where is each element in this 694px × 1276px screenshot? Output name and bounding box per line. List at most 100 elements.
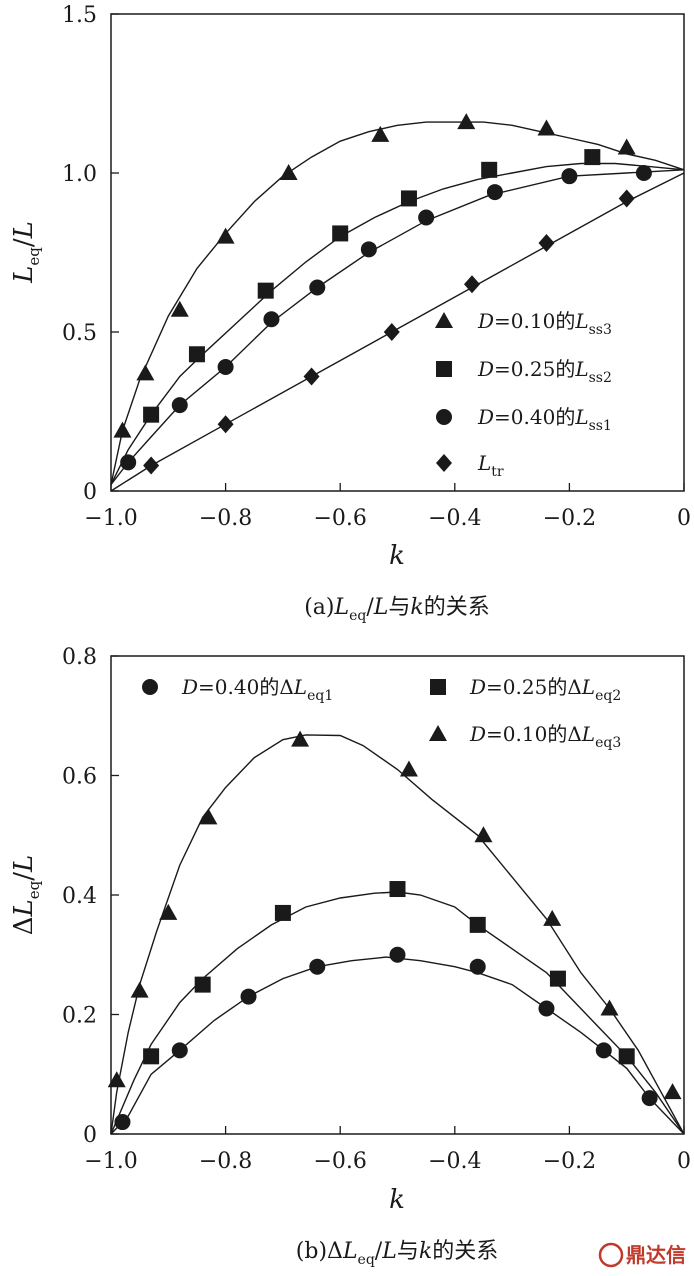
data-point-circle-4 bbox=[389, 946, 406, 963]
watermark-text: 鼎达信 bbox=[626, 1243, 686, 1267]
x-tick-label: −1.0 bbox=[84, 506, 137, 531]
data-point-triangle-1 bbox=[130, 981, 149, 998]
data-point-triangle-7 bbox=[537, 119, 556, 136]
y-tick-label: 0 bbox=[83, 1123, 97, 1148]
series-curves-a bbox=[110, 121, 685, 492]
y-axis-label-b: ΔLeq/L bbox=[9, 855, 43, 936]
data-point-square-2 bbox=[274, 904, 291, 921]
data-point-square-2 bbox=[257, 282, 274, 299]
legend-b: D=0.40的ΔLeq1 D=0.25的ΔLeq2 D=0.10的ΔLeq3 bbox=[142, 675, 621, 751]
data-point-square-0 bbox=[143, 1048, 160, 1065]
legend-label: D=0.25的ΔLeq2 bbox=[469, 675, 621, 704]
legend-label: D=0.40的ΔLeq1 bbox=[181, 675, 333, 704]
legend-marker-circle bbox=[142, 679, 158, 695]
data-point-diamond-4 bbox=[463, 275, 480, 294]
y-tick-label: 0 bbox=[83, 480, 97, 505]
legend-marker-triangle bbox=[435, 312, 453, 328]
data-point-diamond-0 bbox=[143, 456, 160, 475]
data-point-diamond-1 bbox=[217, 415, 234, 434]
plot-frame-a bbox=[110, 13, 685, 492]
x-tick-label: −0.2 bbox=[543, 1149, 596, 1174]
axis-ticks-a: −1.0 −0.8 −0.6 −0.4 −0.2 0 0 0.5 1.0 1.5 bbox=[62, 3, 691, 531]
series-markers-b bbox=[107, 730, 682, 1131]
data-point-square-6 bbox=[618, 1048, 635, 1065]
y-tick-label: 1.0 bbox=[62, 162, 97, 187]
legend-label: D=0.10的ΔLeq3 bbox=[469, 722, 621, 751]
data-point-square-3 bbox=[389, 881, 406, 898]
legend-label: D=0.10的Lss3 bbox=[477, 309, 612, 338]
y-tick-label: 1.5 bbox=[62, 3, 97, 28]
data-point-circle-6 bbox=[418, 209, 435, 226]
data-point-triangle-3 bbox=[216, 227, 235, 244]
x-tick-label: −0.6 bbox=[313, 506, 366, 531]
series-curves-b bbox=[110, 734, 685, 1135]
data-point-triangle-5 bbox=[399, 760, 418, 777]
series-markers-a bbox=[113, 113, 652, 475]
data-point-triangle-1 bbox=[136, 364, 155, 381]
y-tick-label: 0.5 bbox=[62, 321, 97, 346]
legend-marker-diamond bbox=[436, 454, 452, 472]
data-point-triangle-2 bbox=[170, 300, 189, 317]
data-point-diamond-6 bbox=[618, 189, 635, 208]
data-point-circle-0 bbox=[120, 454, 137, 471]
data-point-circle-8 bbox=[641, 1090, 658, 1107]
x-tick-label: −1.0 bbox=[84, 1149, 137, 1174]
series-line-1 bbox=[110, 891, 685, 1135]
data-point-circle-7 bbox=[595, 1042, 612, 1059]
axis-ticks-b: −1.0 −0.8 −0.6 −0.4 −0.2 0 0 0.2 0.4 0.6 0.8 bbox=[62, 645, 691, 1174]
y-tick-label: 0.8 bbox=[62, 645, 97, 670]
data-point-circle-6 bbox=[538, 1000, 555, 1017]
legend-a: D=0.10的Lss3 D=0.25的Lss2 D=0.40的Lss1 Ltr bbox=[435, 309, 612, 480]
data-point-triangle-8 bbox=[617, 138, 636, 155]
legend-marker-circle bbox=[436, 409, 452, 425]
data-point-triangle-0 bbox=[113, 421, 132, 438]
data-point-triangle-6 bbox=[474, 826, 493, 843]
y-tick-label: 0.6 bbox=[62, 765, 97, 790]
data-point-square-4 bbox=[469, 916, 486, 933]
data-point-circle-9 bbox=[635, 165, 652, 181]
data-point-square-5 bbox=[481, 161, 498, 178]
data-point-triangle-5 bbox=[371, 125, 390, 142]
data-point-triangle-4 bbox=[291, 730, 310, 747]
data-point-circle-3 bbox=[309, 958, 326, 975]
legend-marker-square bbox=[436, 361, 452, 377]
data-point-triangle-3 bbox=[199, 808, 218, 825]
data-point-triangle-8 bbox=[600, 999, 619, 1016]
data-point-triangle-0 bbox=[107, 1071, 126, 1088]
data-point-triangle-9 bbox=[663, 1083, 682, 1100]
data-point-diamond-2 bbox=[303, 367, 320, 386]
x-tick-label: −0.4 bbox=[428, 1149, 481, 1174]
data-point-square-6 bbox=[584, 149, 601, 166]
x-tick-label: −0.2 bbox=[543, 506, 596, 531]
legend-label: Ltr bbox=[477, 451, 504, 480]
data-point-circle-5 bbox=[469, 958, 486, 975]
data-point-circle-2 bbox=[217, 358, 234, 375]
data-point-triangle-2 bbox=[159, 903, 178, 920]
data-point-square-4 bbox=[400, 190, 417, 207]
data-point-triangle-6 bbox=[457, 113, 476, 130]
x-tick-label: −0.8 bbox=[199, 506, 252, 531]
data-point-diamond-3 bbox=[383, 323, 400, 341]
y-tick-label: 0.4 bbox=[62, 884, 97, 909]
data-point-square-1 bbox=[188, 346, 205, 363]
series-line-0 bbox=[110, 121, 685, 485]
data-point-circle-8 bbox=[561, 168, 578, 185]
x-tick-label: 0 bbox=[677, 1149, 691, 1174]
seal-logo-icon bbox=[598, 1242, 624, 1268]
data-point-square-1 bbox=[194, 976, 211, 993]
data-point-circle-7 bbox=[486, 184, 503, 201]
chart-panel-a: −1.0 −0.8 −0.6 −0.4 −0.2 000.51.01.5 k Leq/L … bbox=[9, 3, 691, 624]
x-axis-label-b: k bbox=[389, 1185, 405, 1215]
x-tick-label: −0.8 bbox=[199, 1149, 252, 1174]
legend-label: D=0.40的Lss1 bbox=[477, 405, 612, 434]
chart-panel-b: −1.0 −0.8 −0.6 −0.4 −0.2 0 0 0.2 0.4 0.6 0.8 k ΔLe… bbox=[9, 645, 691, 1268]
data-point-circle-1 bbox=[171, 397, 188, 414]
data-point-circle-0 bbox=[114, 1114, 131, 1131]
data-point-circle-2 bbox=[240, 988, 257, 1005]
x-tick-label: −0.6 bbox=[313, 1149, 366, 1174]
x-axis-label-a: k bbox=[389, 541, 405, 571]
caption-a: (a)Leq/L与k的关系 bbox=[304, 595, 490, 624]
y-axis-label-a: Leq/L bbox=[9, 221, 43, 284]
data-point-triangle-7 bbox=[543, 909, 562, 926]
